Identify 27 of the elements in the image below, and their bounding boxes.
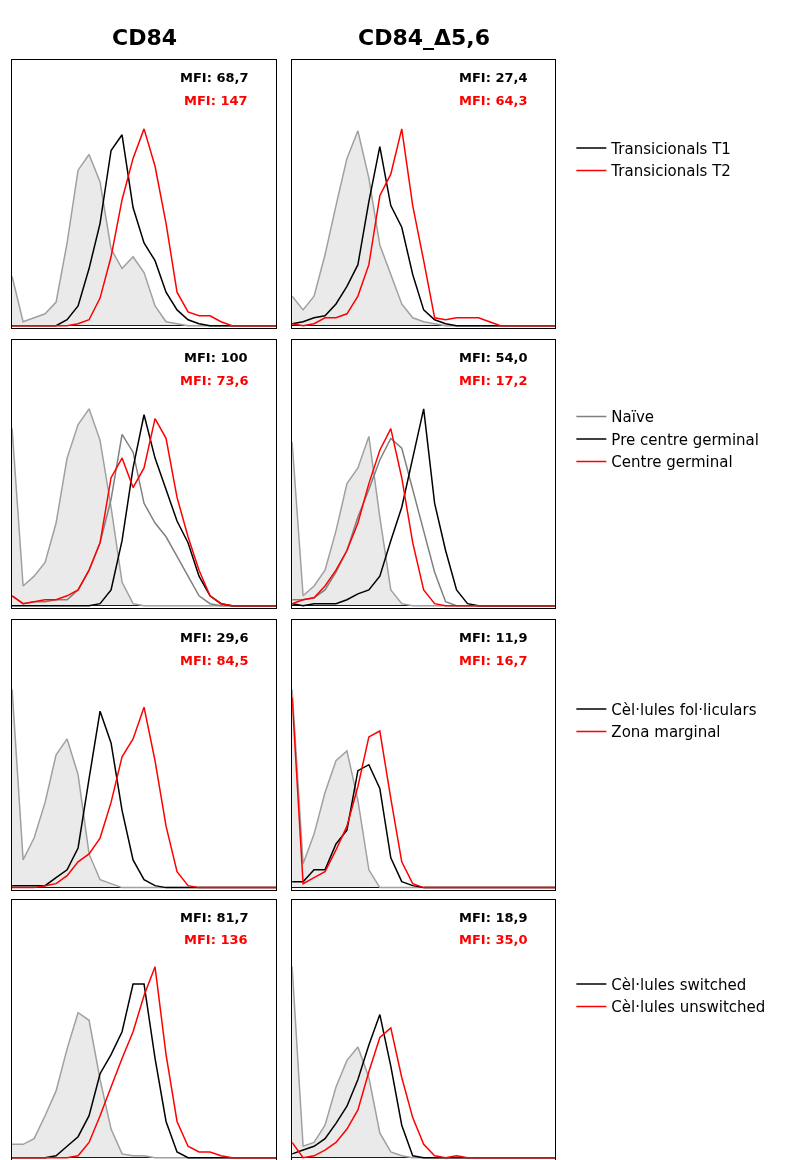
text: MFI: 35,0 <box>459 932 528 947</box>
text: MFI: 18,9 <box>459 910 528 925</box>
legend-label: Cèl·lules switched <box>611 975 747 994</box>
legend-label: Pre centre germinal <box>611 430 759 449</box>
legend-label: Cèl·lules unswitched <box>611 998 766 1017</box>
text: MFI: 68,7 <box>180 70 249 85</box>
legend-label: Zona marginal <box>611 723 721 742</box>
legend-label: Cèl·lules fol·liculars <box>611 700 757 719</box>
chart-title: CD84 <box>112 25 178 50</box>
chart-title: CD84_Δ5,6 <box>358 25 491 50</box>
text: MFI: 147 <box>184 93 248 108</box>
text: MFI: 84,5 <box>180 653 249 668</box>
text: MFI: 29,6 <box>180 630 249 645</box>
text: MFI: 27,4 <box>459 70 528 85</box>
text: MFI: 54,0 <box>459 350 528 365</box>
text: MFI: 16,7 <box>459 653 528 668</box>
text: MFI: 73,6 <box>180 373 249 388</box>
text: MFI: 136 <box>184 932 248 947</box>
text: MFI: 81,7 <box>180 910 249 925</box>
text: MFI: 17,2 <box>459 373 528 388</box>
legend-label: Transicionals T1 <box>610 139 731 158</box>
legend-label: Transicionals T2 <box>610 162 731 181</box>
text: MFI: 11,9 <box>459 630 528 645</box>
text: MFI: 100 <box>184 350 248 365</box>
legend-label: Centre germinal <box>611 453 733 472</box>
text: MFI: 64,3 <box>459 93 528 108</box>
legend-label: Naïve <box>611 408 655 427</box>
